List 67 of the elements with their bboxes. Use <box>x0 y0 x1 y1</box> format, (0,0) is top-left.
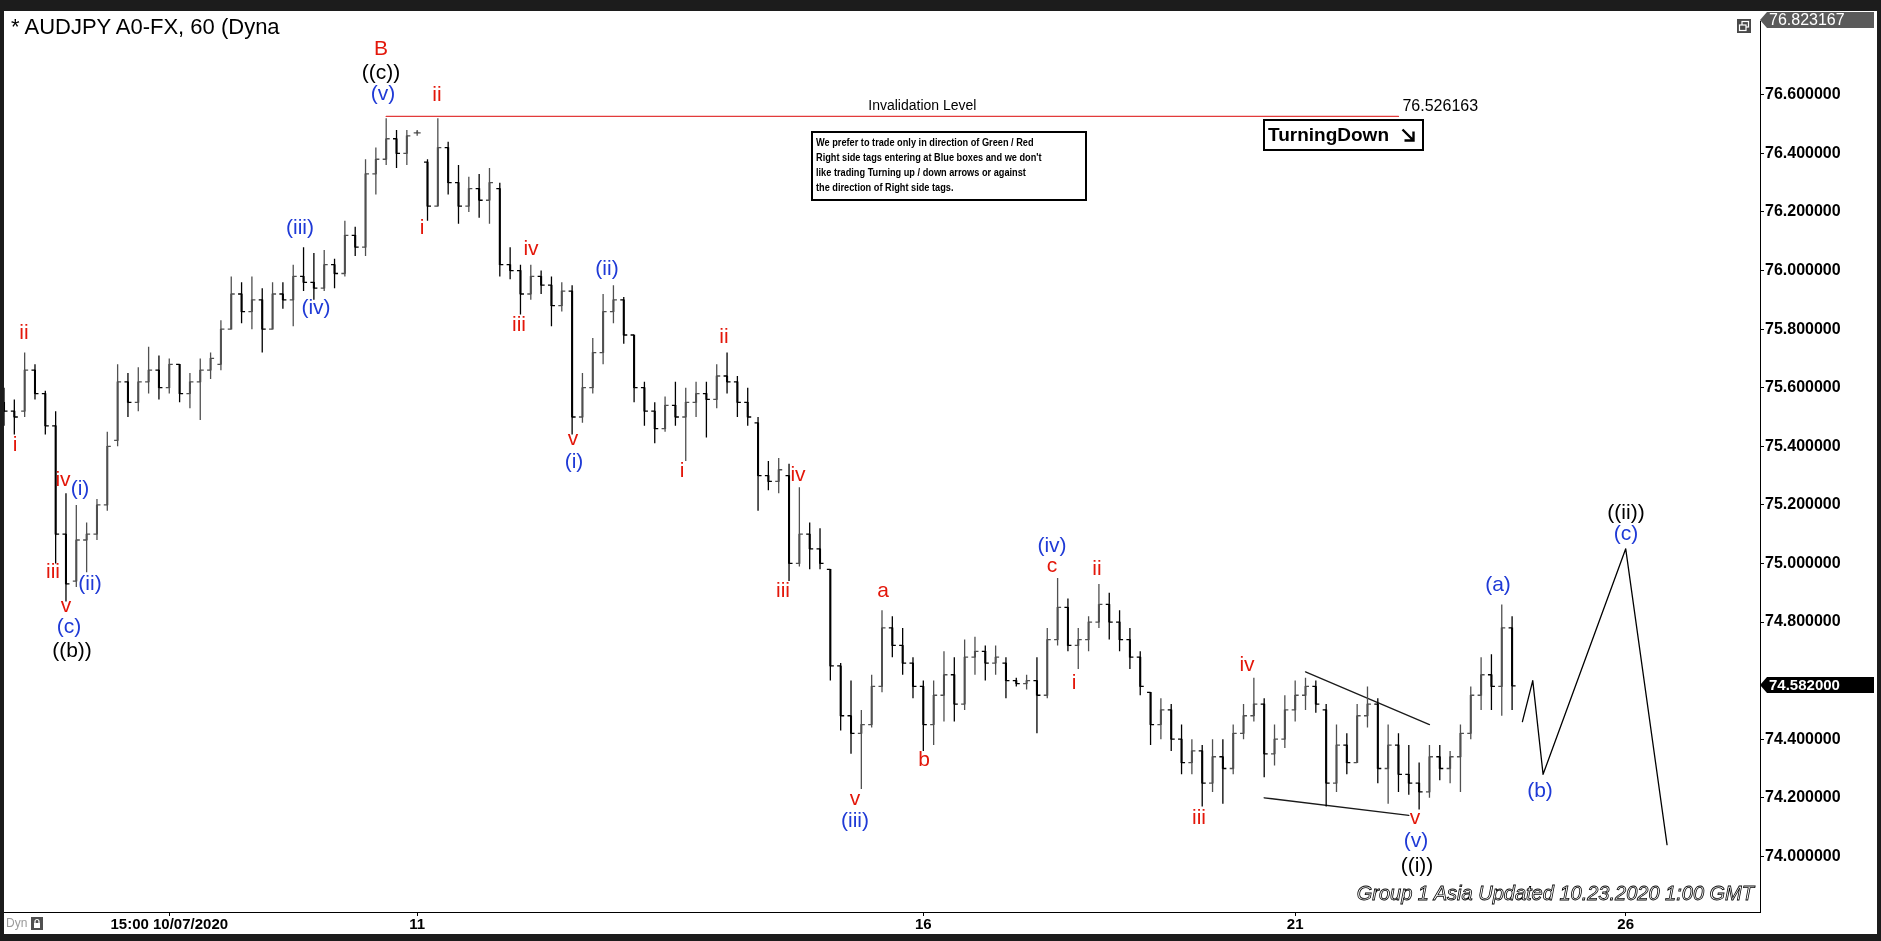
annotation: (c) <box>56 614 82 637</box>
y-tick-label: 74.200000 <box>1765 788 1841 806</box>
annotation: We prefer to trade only in direction of Green / Red Right side tags entering at Blue boxes and we don't like trading Turning up / down arrows or against the direction of Right side tags. <box>816 135 1043 195</box>
annotation: ((b)) <box>52 638 92 661</box>
annotation: i <box>1071 670 1077 693</box>
y-tick-label: 76.600000 <box>1765 85 1841 103</box>
y-tick-label: 76.400000 <box>1765 143 1841 161</box>
annotation: (a) <box>1485 572 1511 595</box>
annotation: iii <box>46 559 60 582</box>
annotation: ii <box>432 82 442 105</box>
annotation: iv <box>790 462 806 485</box>
y-tick-label: 74.400000 <box>1765 729 1841 747</box>
text: 76.823167 <box>1769 11 1845 28</box>
annotation: (ii) <box>78 571 102 594</box>
annotation: (ii) <box>595 256 619 279</box>
annotation: (iv) <box>301 295 331 318</box>
annotation: iv <box>523 236 539 259</box>
annotation: B <box>373 36 389 59</box>
annotation: c <box>1046 553 1058 576</box>
annotation: iii <box>1192 805 1206 828</box>
annotation: ((c)) <box>361 60 401 83</box>
annotation: Group 1 Asia Updated 10.23.2020 1:00 GMT <box>1356 882 1754 905</box>
annotation: iii <box>512 312 526 335</box>
annotation: a <box>877 578 889 601</box>
text: Dyn <box>6 916 28 930</box>
x-tick-label: 15:00 10/07/2020 <box>110 915 229 933</box>
y-tick-label: 76.000000 <box>1765 260 1841 278</box>
annotation: (iii) <box>841 808 869 831</box>
text: 74.582000 <box>1769 676 1840 693</box>
x-tick-label: 11 <box>409 915 426 933</box>
annotation: b <box>918 747 930 770</box>
annotation: (i) <box>70 476 90 499</box>
x-tick-label: 21 <box>1286 915 1304 933</box>
y-tick-label: 75.600000 <box>1765 378 1841 396</box>
annotation: iv <box>1239 652 1255 675</box>
annotation: ((i)) <box>1400 853 1434 876</box>
annotation: iii <box>776 578 790 601</box>
annotation: (i) <box>564 449 584 472</box>
annotation: (iv) <box>1037 533 1067 556</box>
y-tick-label: 74.000000 <box>1765 846 1841 864</box>
data-label: 76.526163 <box>1402 97 1479 115</box>
annotation: (iii) <box>286 215 314 238</box>
y-tick-label: 76.200000 <box>1765 202 1841 220</box>
annotation: v <box>567 426 579 449</box>
annotation: ii <box>1092 556 1102 579</box>
annotation: ii <box>719 324 729 347</box>
annotation: i <box>12 432 18 455</box>
annotation: i <box>679 458 685 481</box>
annotation: ii <box>19 320 29 343</box>
y-tick-label: 75.400000 <box>1765 436 1841 454</box>
annotation: v <box>849 786 861 809</box>
annotation: TurningDown <box>1268 124 1390 146</box>
x-tick-label: 16 <box>914 915 932 933</box>
annotation: v <box>1409 805 1421 828</box>
annotation: i <box>419 215 425 238</box>
annotation: iv <box>55 467 71 490</box>
annotation: (v) <box>1403 828 1429 851</box>
y-tick-label: 74.800000 <box>1765 612 1841 630</box>
chart-title: * AUDJPY A0-FX, 60 (Dyna <box>11 14 280 40</box>
series-label: Invalidation Level <box>868 97 977 114</box>
annotation: ((ii)) <box>1607 500 1645 523</box>
y-tick-label: 75.000000 <box>1765 553 1841 571</box>
annotation: (b) <box>1527 778 1553 801</box>
y-tick-label: 75.800000 <box>1765 319 1841 337</box>
annotation: v <box>60 593 72 616</box>
x-tick-label: 26 <box>1617 915 1635 933</box>
y-tick-label: 75.200000 <box>1765 495 1841 513</box>
